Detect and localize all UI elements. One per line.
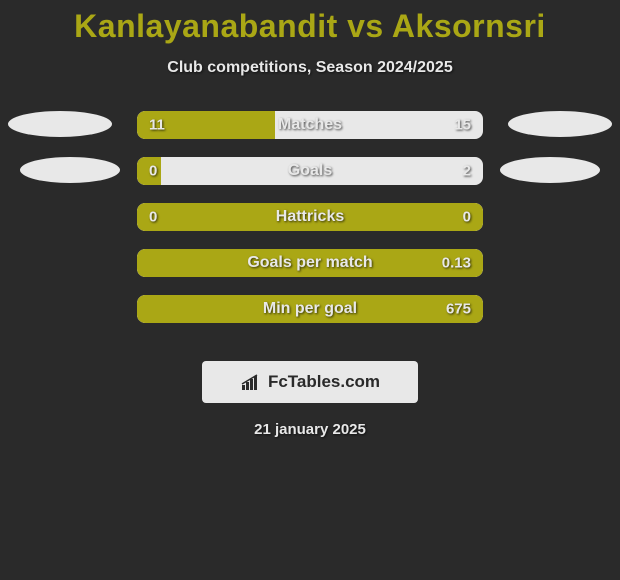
stat-label: Goals [288, 162, 332, 180]
left-badge-ellipse [20, 157, 120, 183]
stat-right-value: 675 [446, 301, 471, 318]
stat-label: Hattricks [276, 208, 344, 226]
stat-row: 0 Hattricks 0 [0, 203, 620, 249]
stat-label: Min per goal [263, 300, 357, 318]
stat-right-value: 15 [454, 117, 471, 134]
page-subtitle: Club competitions, Season 2024/2025 [0, 59, 620, 77]
stat-bar: Min per goal 675 [137, 295, 483, 323]
stat-left-value: 0 [149, 209, 157, 226]
stat-bar: 11 Matches 15 [137, 111, 483, 139]
left-badge-ellipse [8, 111, 112, 137]
brand-inner: FcTables.com [240, 372, 380, 392]
stat-right-value: 2 [463, 163, 471, 180]
stat-row: 0 Goals 2 [0, 157, 620, 203]
stat-row: Goals per match 0.13 [0, 249, 620, 295]
right-badge-ellipse [500, 157, 600, 183]
stat-label: Goals per match [247, 254, 372, 272]
page-title: Kanlayanabandit vs Aksornsri [0, 8, 620, 45]
footer-date: 21 january 2025 [0, 421, 620, 438]
stat-label: Matches [278, 116, 342, 134]
stat-bar: 0 Hattricks 0 [137, 203, 483, 231]
stat-right-value: 0 [463, 209, 471, 226]
stat-left-value: 11 [149, 117, 165, 134]
stat-bar: Goals per match 0.13 [137, 249, 483, 277]
stat-row: Min per goal 675 [0, 295, 620, 341]
stat-rows: 11 Matches 15 0 Goals 2 0 Hattricks 0 [0, 111, 620, 341]
stat-right-value: 0.13 [442, 255, 471, 272]
comparison-card: Kanlayanabandit vs Aksornsri Club compet… [0, 0, 620, 438]
stat-left-value: 0 [149, 163, 157, 180]
brand-badge: FcTables.com [202, 361, 418, 403]
brand-text: FcTables.com [268, 372, 380, 392]
stat-row: 11 Matches 15 [0, 111, 620, 157]
stat-bar: 0 Goals 2 [137, 157, 483, 185]
right-badge-ellipse [508, 111, 612, 137]
bar-chart-icon [240, 373, 262, 391]
